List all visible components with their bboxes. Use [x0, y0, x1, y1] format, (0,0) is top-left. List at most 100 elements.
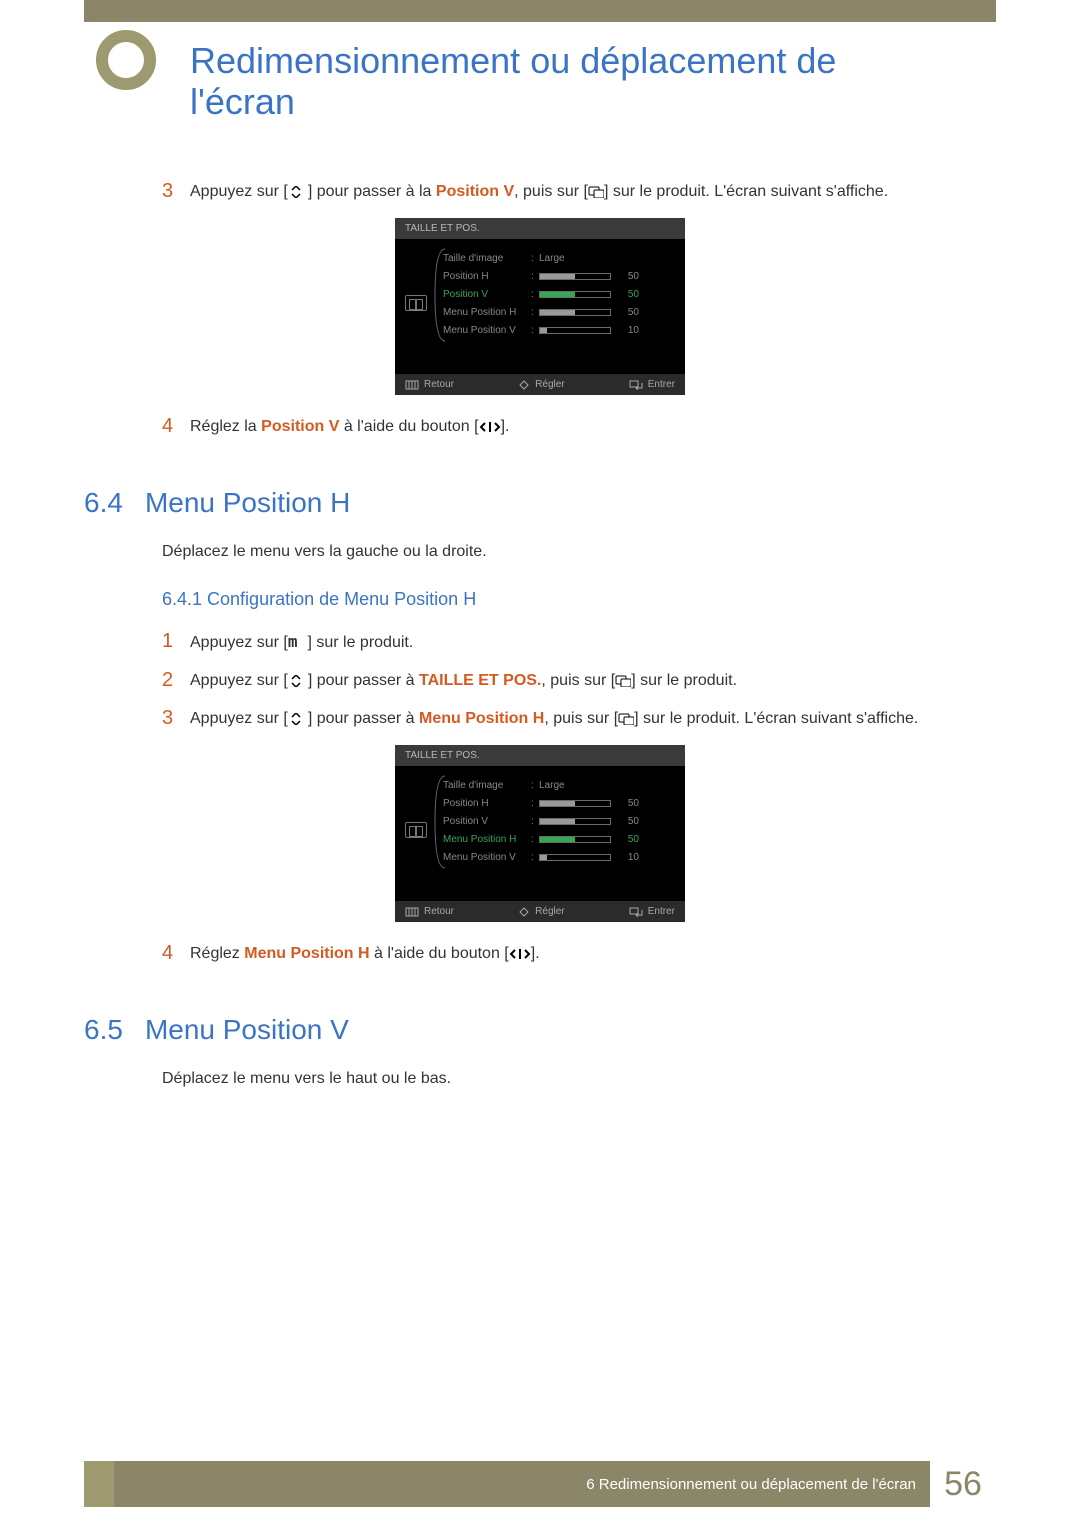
- keyword: Menu Position H: [419, 710, 544, 727]
- osd-footer-retour: Retour: [405, 379, 454, 390]
- step-number: 3: [162, 180, 190, 203]
- text-fragment: Appuyez sur [: [190, 634, 288, 651]
- enter-icon: [618, 713, 634, 725]
- osd-screenshot: TAILLE ET POS. Taille d'image:LargePosit…: [395, 745, 685, 922]
- text-fragment: ].: [531, 945, 540, 962]
- step-row: 4 Réglez Menu Position H à l'aide du bou…: [84, 942, 996, 966]
- footer-chapter-label: 6 Redimensionnement ou déplacement de l'…: [114, 1461, 930, 1507]
- text-fragment: , puis sur [: [544, 710, 618, 727]
- enter-icon: [588, 186, 604, 198]
- text-fragment: Réglez la: [190, 418, 261, 435]
- section-number: 6.5: [84, 1014, 123, 1046]
- text-fragment: ] sur le produit. L'écran suivant s'affi…: [604, 183, 888, 200]
- osd-label: Menu Position V: [443, 852, 531, 863]
- section-intro: Déplacez le menu vers la gauche ou la dr…: [162, 543, 996, 561]
- section-number: 6.4: [84, 487, 123, 519]
- osd-slider-value: 50: [619, 816, 639, 827]
- osd-footer-entrer: Entrer: [629, 906, 675, 917]
- keyword: Menu Position H: [244, 945, 369, 962]
- up-down-icon: [288, 675, 308, 687]
- osd-label: Taille d'image: [443, 780, 531, 791]
- osd-title: TAILLE ET POS.: [395, 745, 685, 766]
- osd-label: Menu Position H: [443, 307, 531, 318]
- step-text: Appuyez sur [] pour passer à la Position…: [190, 180, 888, 204]
- osd-slider: [539, 836, 611, 843]
- section-title: Menu Position H: [145, 487, 350, 519]
- osd-text-value: Large: [539, 780, 565, 791]
- section-heading: 6.5 Menu Position V: [84, 1014, 996, 1046]
- osd-label: Position H: [443, 271, 531, 282]
- step-number: 3: [162, 707, 190, 730]
- step-row: 1 Appuyez sur [m] sur le produit.: [84, 630, 996, 655]
- osd-footer-entrer: Entrer: [629, 379, 675, 390]
- osd-slider-value: 10: [619, 325, 639, 336]
- up-down-icon: [288, 713, 308, 725]
- osd-text-value: Large: [539, 253, 565, 264]
- step-number: 4: [162, 415, 190, 438]
- osd-slider: [539, 327, 611, 334]
- up-down-icon: [288, 186, 308, 198]
- step-number: 2: [162, 669, 190, 692]
- osd-screenshot: TAILLE ET POS. Taille d'image:LargePosit…: [395, 218, 685, 395]
- osd-label: Position V: [443, 289, 531, 300]
- footer-accent: [84, 1461, 114, 1507]
- enter-icon: [615, 675, 631, 687]
- text-fragment: ].: [501, 418, 510, 435]
- osd-label: Menu Position V: [443, 325, 531, 336]
- osd-label: Taille d'image: [443, 253, 531, 264]
- text-fragment: Réglez: [190, 945, 244, 962]
- step-row: 3 Appuyez sur [ ] pour passer à Menu Posi…: [84, 707, 996, 731]
- osd-slider: [539, 273, 611, 280]
- step-text: Réglez Menu Position H à l'aide du bouto…: [190, 942, 540, 966]
- text-fragment: à l'aide du bouton [: [370, 945, 509, 962]
- text-fragment: Appuyez sur [: [190, 710, 288, 727]
- osd-row: Menu Position H:50: [443, 303, 639, 321]
- text-fragment: ] pour passer à la: [308, 183, 436, 200]
- step-number: 4: [162, 942, 190, 965]
- osd-row: Position H:50: [443, 267, 639, 285]
- osd-slider: [539, 309, 611, 316]
- page-footer: 6 Redimensionnement ou déplacement de l'…: [84, 1461, 996, 1507]
- osd-footer: Retour Régler Entrer: [395, 374, 685, 395]
- chapter-ring-icon: [96, 30, 156, 90]
- text-fragment: à l'aide du bouton [: [339, 418, 478, 435]
- keyword: Position V: [261, 418, 339, 435]
- osd-label: Position H: [443, 798, 531, 809]
- osd-category-icon: [405, 295, 427, 311]
- osd-row: Taille d'image:Large: [443, 249, 639, 267]
- section-heading: 6.4 Menu Position H: [84, 487, 996, 519]
- step-row: 2 Appuyez sur [] pour passer à TAILLE ET…: [84, 669, 996, 693]
- text-fragment: ] pour passer à: [308, 672, 419, 689]
- osd-slider: [539, 854, 611, 861]
- osd-footer-regler: Régler: [518, 379, 564, 390]
- osd-footer: Retour Régler Entrer: [395, 901, 685, 922]
- text-fragment: Appuyez sur [: [190, 672, 288, 689]
- osd-row: Menu Position H:50: [443, 830, 639, 848]
- osd-body: Taille d'image:LargePosition H:50Positio…: [395, 766, 685, 901]
- osd-slider-value: 50: [619, 307, 639, 318]
- text-fragment: ] sur le produit. L'écran suivant s'affi…: [634, 710, 918, 727]
- osd-footer-regler: Régler: [518, 906, 564, 917]
- section-title: Menu Position V: [145, 1014, 349, 1046]
- step-row: 3 Appuyez sur [] pour passer à la Positi…: [84, 180, 996, 204]
- osd-slider-value: 50: [619, 289, 639, 300]
- page-number: 56: [930, 1461, 996, 1507]
- osd-row: Position H:50: [443, 794, 639, 812]
- step-text: Appuyez sur [] pour passer à TAILLE ET P…: [190, 669, 737, 693]
- osd-slider-value: 50: [619, 271, 639, 282]
- osd-footer-retour: Retour: [405, 906, 454, 917]
- osd-row: Position V:50: [443, 285, 639, 303]
- left-right-icon: [509, 948, 531, 960]
- text-fragment: ] pour passer à: [308, 710, 419, 727]
- text-fragment: , puis sur [: [514, 183, 588, 200]
- step-row: 4 Réglez la Position V à l'aide du bouto…: [84, 415, 996, 439]
- text-fragment: ] sur le produit.: [631, 672, 737, 689]
- step-text: Appuyez sur [m] sur le produit.: [190, 630, 413, 655]
- menu-key: m: [288, 632, 300, 651]
- osd-row: Position V:50: [443, 812, 639, 830]
- text-fragment: , puis sur [: [541, 672, 615, 689]
- osd-row: Menu Position V:10: [443, 321, 639, 339]
- osd-slider: [539, 800, 611, 807]
- osd-title: TAILLE ET POS.: [395, 218, 685, 239]
- osd-slider: [539, 818, 611, 825]
